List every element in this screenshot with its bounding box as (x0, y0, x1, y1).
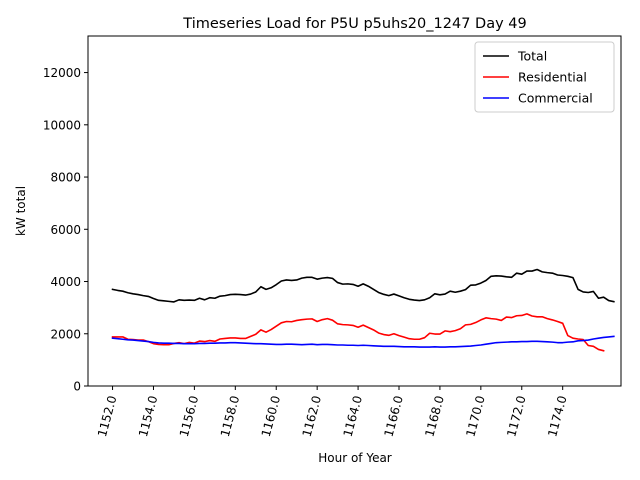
legend-label-residential: Residential (518, 70, 587, 85)
x-axis-label: Hour of Year (318, 451, 392, 465)
y-tick-label: 10000 (43, 118, 81, 132)
chart-title: Timeseries Load for P5U p5uhs20_1247 Day… (182, 16, 526, 32)
legend-label-total: Total (517, 49, 547, 64)
y-tick-label: 2000 (50, 327, 81, 341)
y-tick-label: 0 (73, 380, 81, 394)
series-layer (111, 268, 615, 352)
legend-label-commercial: Commercial (518, 91, 593, 106)
legend-box (474, 41, 615, 113)
series-line-commercial (111, 335, 615, 348)
legend: Total Residential Commercial (474, 41, 615, 113)
y-tick-label: 6000 (50, 223, 81, 237)
series-line-total (111, 268, 615, 303)
y-tick-label: 8000 (50, 171, 81, 185)
y-tick-label: 4000 (50, 275, 81, 289)
y-tick-label: 12000 (43, 66, 81, 80)
axes-frame (87, 35, 622, 387)
y-axis-label: kW total (14, 186, 28, 236)
